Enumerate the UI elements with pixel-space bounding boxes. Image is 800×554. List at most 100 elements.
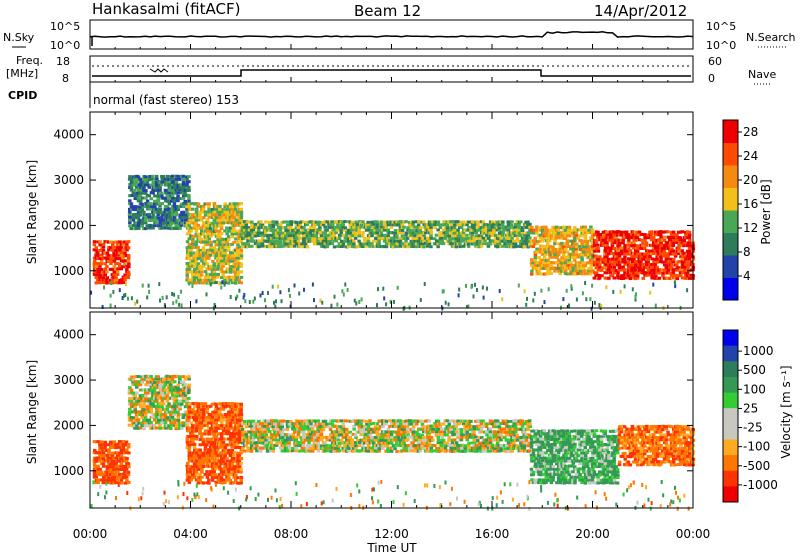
data-cell — [587, 252, 591, 256]
data-cell — [201, 232, 206, 236]
data-cell — [152, 418, 157, 422]
data-cell — [158, 394, 162, 398]
data-cell — [138, 194, 143, 198]
data-cell — [450, 242, 455, 246]
data-cell — [194, 418, 198, 422]
data-cell — [687, 230, 692, 234]
data-cell — [671, 230, 676, 234]
data-cell — [216, 445, 220, 449]
data-cell — [325, 236, 329, 240]
data-cell — [230, 254, 234, 258]
data-cell — [114, 472, 118, 476]
data-cell — [291, 231, 295, 235]
data-cell — [298, 236, 302, 240]
data-cell — [163, 204, 168, 208]
data-cell — [129, 202, 134, 206]
data-cell — [212, 418, 216, 422]
data-cell — [158, 186, 162, 190]
data-cell — [147, 388, 152, 392]
data-cell — [212, 281, 216, 285]
data-cell — [628, 277, 633, 280]
data-cell — [684, 230, 688, 234]
data-cell — [228, 443, 232, 447]
data-cell — [156, 207, 161, 211]
data-cell — [298, 226, 302, 230]
data-cell — [194, 207, 199, 211]
data-cell — [174, 210, 179, 214]
data-cell — [556, 253, 561, 257]
data-cell — [486, 244, 491, 248]
data-cell — [582, 242, 586, 246]
data-cell — [144, 424, 148, 428]
data-cell — [223, 205, 227, 208]
data-cell — [127, 391, 132, 395]
data-cell — [337, 237, 342, 241]
data-cell — [226, 248, 231, 252]
data-cell — [149, 202, 153, 206]
data-cell — [287, 231, 292, 235]
data-cell — [170, 415, 175, 419]
data-cell — [198, 418, 202, 422]
data-cell — [107, 443, 111, 447]
data-cell — [112, 462, 117, 465]
data-cell — [232, 431, 236, 435]
data-cell — [537, 239, 541, 243]
data-cell — [608, 270, 613, 274]
data-cell — [637, 238, 642, 242]
data-cell — [361, 220, 365, 224]
data-cell — [621, 260, 625, 264]
data-cell — [181, 424, 186, 428]
data-cell — [144, 421, 148, 424]
data-cell — [146, 397, 150, 401]
data-cell — [156, 405, 161, 409]
data-cell — [228, 473, 233, 477]
data-cell — [354, 231, 358, 235]
data-cell — [632, 230, 636, 234]
data-cell — [94, 475, 99, 479]
data-cell — [161, 402, 166, 406]
speckle-cell — [238, 288, 241, 293]
data-cell — [112, 468, 116, 471]
data-cell — [107, 448, 111, 452]
data-cell — [228, 218, 233, 222]
data-cell — [501, 231, 505, 234]
data-cell — [176, 208, 180, 212]
data-cell — [214, 418, 218, 422]
data-cell — [581, 245, 586, 249]
data-cell — [165, 205, 170, 209]
data-cell — [668, 265, 672, 269]
data-cell — [216, 475, 220, 479]
data-cell — [225, 267, 229, 271]
data-cell — [191, 465, 195, 469]
data-cell — [244, 223, 249, 227]
data-cell — [217, 224, 222, 228]
data-cell — [395, 245, 399, 249]
data-cell — [590, 239, 595, 243]
data-cell — [127, 262, 131, 266]
data-cell — [96, 273, 100, 277]
data-cell — [562, 250, 566, 254]
data-cell — [210, 437, 215, 441]
data-cell — [234, 273, 238, 277]
data-cell — [219, 470, 224, 474]
data-cell — [96, 464, 100, 468]
data-cell — [619, 230, 624, 234]
data-cell — [689, 246, 694, 250]
data-cell — [623, 255, 627, 259]
data-cell — [226, 281, 231, 285]
data-cell — [673, 254, 678, 258]
data-cell — [239, 418, 243, 422]
data-cell — [142, 393, 146, 397]
data-cell — [228, 478, 233, 482]
data-cell — [431, 220, 435, 224]
data-cell — [186, 249, 190, 252]
data-cell — [567, 228, 572, 232]
data-cell — [605, 233, 609, 237]
data-cell — [203, 448, 208, 452]
data-cell — [397, 231, 401, 235]
data-cell — [686, 255, 690, 258]
data-cell — [230, 462, 235, 465]
data-cell — [121, 445, 126, 449]
data-cell — [133, 380, 137, 384]
